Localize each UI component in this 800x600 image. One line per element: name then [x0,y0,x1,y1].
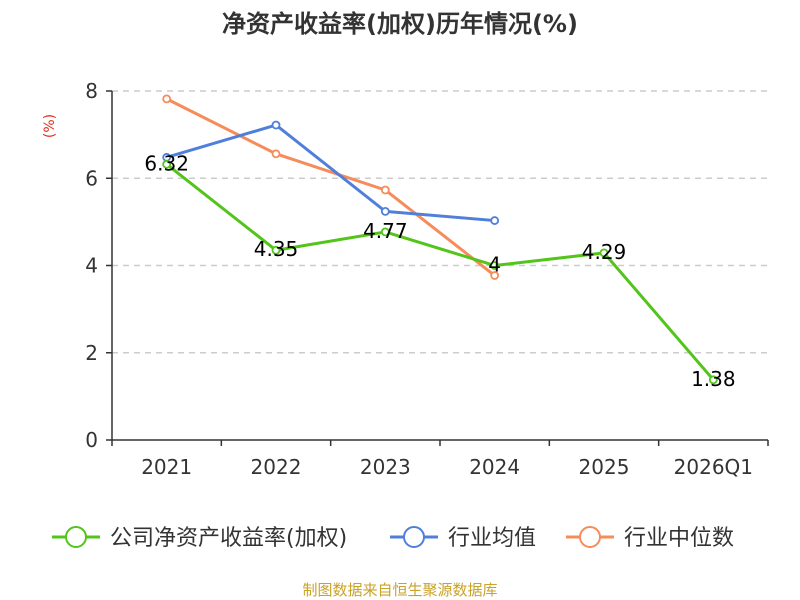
data-label: 4.35 [254,237,299,261]
y-tick-label: 4 [85,254,98,278]
data-label: 4 [488,253,501,277]
data-label: 4.29 [582,240,627,264]
source-note: 制图数据来自恒生聚源数据库 [302,581,497,599]
x-tick-label: 2021 [141,455,192,479]
x-tick-label: 2023 [360,455,411,479]
data-point [271,120,281,130]
data-point [380,207,390,216]
data-point [162,94,172,104]
legend-label: 行业中位数 [624,526,734,551]
series-line-2 [165,97,496,277]
legend-marker [403,526,425,548]
x-tick-label: 2026Q1 [674,455,753,479]
x-tick-label: 2024 [469,455,520,479]
chart-title: 净资产收益率(加权)历年情况(%) [222,10,578,38]
data-point [490,216,500,225]
data-point [380,227,390,237]
y-tick-label: 8 [85,79,98,103]
data-point [162,159,172,169]
series-line-1 [166,123,495,223]
y-tick-label: 6 [85,166,98,190]
y-tick-label: 2 [85,341,98,365]
data-point [490,271,500,280]
x-tick-label: 2022 [251,455,302,479]
data-point [380,185,390,195]
legend-label: 行业均值 [448,526,536,551]
x-tick-label: 2025 [579,455,630,479]
data-point [708,375,718,385]
data-point [599,248,609,258]
data-point [490,261,500,270]
legend-marker [579,526,601,548]
data-label: 6.32 [144,151,189,175]
data-point [271,245,281,255]
data-label: 1.38 [691,367,736,391]
data-label: 4.77 [363,219,408,243]
series-line-0 [165,163,715,381]
y-tick-label: 0 [85,428,98,452]
y-axis-label: (%) [42,114,58,138]
legend-label: 公司净资产收益率(加权) [110,526,347,551]
data-point [271,149,281,159]
legend-marker [65,526,87,548]
